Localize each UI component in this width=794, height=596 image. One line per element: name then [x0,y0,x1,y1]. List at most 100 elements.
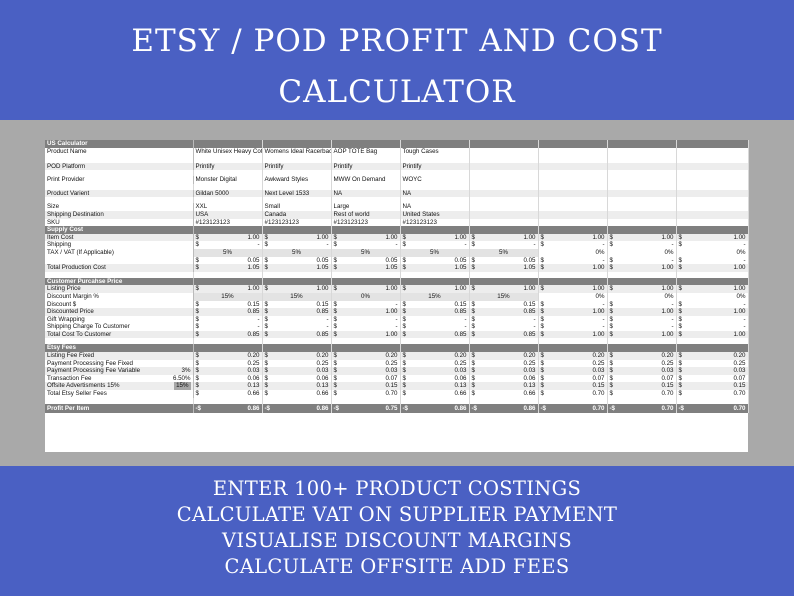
product-cell[interactable]: Printify [400,162,470,171]
value-cell[interactable]: $1.00 [262,233,332,242]
value-cell[interactable]: $0.70 [538,390,608,398]
value-cell[interactable]: $0.15 [607,382,677,391]
value-cell[interactable]: $0.25 [193,359,263,368]
value-cell[interactable]: $0.03 [538,367,608,375]
value-cell[interactable]: $0.85 [400,308,470,316]
value-cell[interactable]: $1.00 [331,330,401,339]
product-cell[interactable] [607,203,677,211]
value-cell[interactable]: $ - [607,300,677,309]
product-cell[interactable]: WOYC [400,176,470,184]
percent-cell[interactable]: 0% [538,248,608,257]
product-cell[interactable] [538,147,608,163]
value-cell[interactable]: -$ 0.70 [676,403,749,413]
value-cell[interactable]: -$ 0.86 [400,403,470,413]
value-cell[interactable]: $ - [400,323,470,331]
product-cell[interactable]: Gildan 5000 [193,189,263,198]
product-cell[interactable] [676,176,749,184]
percent-cell[interactable]: 5% [469,248,539,257]
product-cell[interactable]: NA [331,189,401,198]
value-cell[interactable]: -$ 0.70 [538,403,608,413]
value-cell[interactable]: $0.70 [331,390,401,398]
percent-cell[interactable]: 15% [400,292,470,301]
value-cell[interactable]: $ - [676,241,749,249]
product-cell[interactable] [538,189,608,198]
value-cell[interactable]: $0.66 [469,390,539,398]
value-cell[interactable]: $1.05 [400,264,470,272]
value-cell[interactable]: $1.00 [607,264,677,272]
value-cell[interactable]: $ - [331,300,401,309]
value-cell[interactable]: $0.15 [193,300,263,309]
value-cell[interactable]: $0.06 [469,374,539,383]
value-cell[interactable]: $0.25 [400,359,470,368]
value-cell[interactable]: $0.03 [676,367,749,375]
value-cell[interactable]: $0.85 [193,330,263,339]
value-cell[interactable]: $0.20 [262,352,332,360]
value-cell[interactable]: $0.25 [607,359,677,368]
product-cell[interactable] [676,162,749,171]
value-cell[interactable]: $ - [607,256,677,265]
product-cell[interactable] [676,218,749,227]
value-cell[interactable]: $1.00 [676,285,749,293]
value-cell[interactable]: $1.00 [193,233,263,242]
product-cell[interactable]: Printify [193,162,263,171]
value-cell[interactable]: $1.05 [193,264,263,272]
product-cell[interactable]: #123123123 [193,218,263,227]
value-cell[interactable]: $0.06 [193,374,263,383]
product-cell[interactable] [469,147,539,163]
value-cell[interactable]: $ - [193,323,263,331]
value-cell[interactable]: $0.05 [262,256,332,265]
product-cell[interactable] [538,218,608,227]
value-cell[interactable]: $ - [607,315,677,324]
product-cell[interactable]: USA [193,210,263,219]
value-cell[interactable]: $1.00 [538,264,608,272]
value-cell[interactable]: $1.00 [331,308,401,316]
value-cell[interactable]: $0.25 [538,359,608,368]
value-cell[interactable]: $ - [538,323,608,331]
product-cell[interactable]: Canada [262,210,332,219]
value-cell[interactable]: -$ 0.86 [193,403,263,413]
product-cell[interactable]: MWW On Demand [331,176,401,184]
value-cell[interactable]: $1.00 [193,285,263,293]
product-cell[interactable]: #123123123 [262,218,332,227]
value-cell[interactable]: $ - [193,315,263,324]
rate-value[interactable]: 6.50% [172,374,191,382]
value-cell[interactable]: $1.00 [469,233,539,242]
rate-value[interactable]: 3% [181,367,191,375]
product-cell[interactable] [676,210,749,219]
product-cell[interactable] [607,189,677,198]
value-cell[interactable]: $0.07 [607,374,677,383]
value-cell[interactable]: $0.20 [538,352,608,360]
value-cell[interactable]: -$ 0.75 [331,403,401,413]
product-cell[interactable]: Tough Cases [400,147,470,163]
value-cell[interactable]: $1.00 [607,330,677,339]
value-cell[interactable]: $ - [331,323,401,331]
product-cell[interactable] [469,162,539,171]
value-cell[interactable]: $1.00 [607,233,677,242]
value-cell[interactable]: $0.20 [607,352,677,360]
product-cell[interactable]: Printify [262,162,332,171]
value-cell[interactable]: $0.25 [676,359,749,368]
product-cell[interactable]: Awkward Styles [262,176,332,184]
product-cell[interactable]: AOP TOTE Bag [331,147,401,163]
value-cell[interactable]: $ - [262,241,332,249]
product-cell[interactable]: XXL [193,203,263,211]
value-cell[interactable]: $0.05 [331,256,401,265]
value-cell[interactable]: $ - [469,315,539,324]
percent-cell[interactable]: 15% [193,292,263,301]
product-cell[interactable] [469,176,539,184]
value-cell[interactable]: $0.07 [331,374,401,383]
value-cell[interactable]: $ - [400,241,470,249]
value-cell[interactable]: $1.00 [607,285,677,293]
product-cell[interactable] [538,203,608,211]
value-cell[interactable]: $1.00 [262,285,332,293]
value-cell[interactable]: $0.70 [607,390,677,398]
percent-cell[interactable]: 0% [676,292,749,301]
value-cell[interactable]: $1.00 [469,285,539,293]
value-cell[interactable]: $0.06 [262,374,332,383]
value-cell[interactable]: $ - [607,323,677,331]
value-cell[interactable]: $ - [538,300,608,309]
product-cell[interactable]: NA [400,189,470,198]
value-cell[interactable]: $ - [538,315,608,324]
percent-cell[interactable]: 5% [262,248,332,257]
value-cell[interactable]: $ - [538,256,608,265]
